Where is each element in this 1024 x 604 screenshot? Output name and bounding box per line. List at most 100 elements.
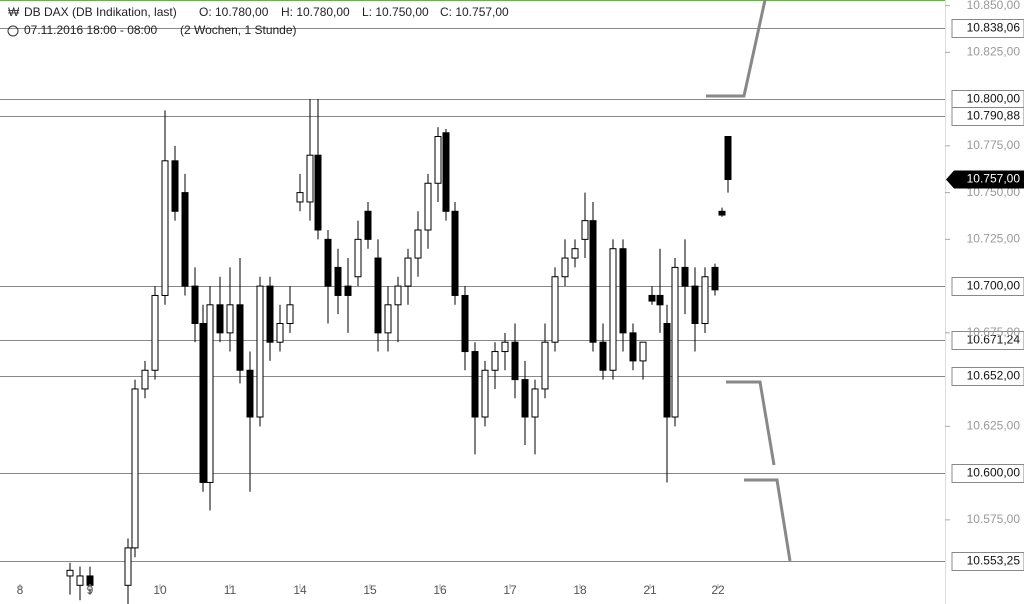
header: ₩ DB DAX (DB Indikation, last) O: 10.780… bbox=[7, 5, 509, 37]
candle-body bbox=[718, 210, 726, 216]
candle-body bbox=[216, 304, 224, 334]
quote-close: C: 10.757,00 bbox=[440, 5, 509, 19]
candle-body bbox=[141, 369, 149, 390]
level-label: 10.652,00 bbox=[967, 369, 1021, 383]
candle-body bbox=[199, 323, 207, 483]
candle-body bbox=[671, 266, 679, 418]
candle-body bbox=[256, 285, 264, 418]
candle-body bbox=[701, 276, 709, 325]
candle-body bbox=[451, 210, 459, 296]
candle-body bbox=[131, 388, 139, 549]
candle-body bbox=[724, 136, 732, 181]
candles bbox=[66, 99, 732, 604]
candle-body bbox=[541, 341, 549, 390]
candle-body bbox=[324, 238, 332, 287]
candle-body bbox=[314, 154, 322, 231]
candle-body bbox=[681, 266, 689, 287]
candle-body bbox=[374, 257, 382, 334]
quote-high: H: 10.780,00 bbox=[281, 5, 350, 19]
trend-annotation bbox=[706, 0, 767, 98]
candle-body bbox=[306, 154, 314, 203]
x-tick-label: 14 bbox=[293, 583, 307, 597]
level-label: 10.600,00 bbox=[967, 466, 1021, 480]
candle-body bbox=[639, 341, 647, 362]
level-label: 10.700,00 bbox=[967, 279, 1021, 293]
candle-body bbox=[334, 266, 342, 296]
candle-body bbox=[206, 304, 214, 483]
candle-body bbox=[66, 569, 74, 577]
candle-body bbox=[511, 341, 519, 381]
candle-body bbox=[471, 351, 479, 418]
candle-body bbox=[151, 294, 159, 371]
candle-body bbox=[531, 388, 539, 418]
candle-body bbox=[629, 332, 637, 362]
x-tick-label: 21 bbox=[643, 583, 657, 597]
y-tick-label: 10.675,00 bbox=[967, 325, 1021, 339]
candle-body bbox=[691, 285, 699, 325]
x-tick-label: 10 bbox=[153, 583, 167, 597]
candle-body bbox=[656, 294, 664, 306]
icon: ₩ bbox=[8, 5, 20, 19]
candle-body bbox=[76, 575, 84, 586]
last-price-label: 10.757,00 bbox=[967, 172, 1021, 186]
clock-icon bbox=[7, 25, 19, 37]
x-tick-label: 18 bbox=[573, 583, 587, 597]
candle-body bbox=[296, 192, 304, 203]
x-tick-label: 17 bbox=[503, 583, 517, 597]
candle-body bbox=[501, 341, 509, 353]
level-label: 10.800,00 bbox=[967, 92, 1021, 106]
candle-body bbox=[561, 257, 569, 278]
candle-body bbox=[236, 304, 244, 371]
candle-body bbox=[124, 547, 132, 586]
candle-body bbox=[521, 379, 529, 418]
x-tick-label: 22 bbox=[711, 583, 725, 597]
candle-body bbox=[344, 285, 352, 296]
candle-body bbox=[384, 304, 392, 334]
level-box bbox=[951, 107, 1024, 126]
quote-low: L: 10.750,00 bbox=[362, 5, 429, 19]
y-tick-label: 10.725,00 bbox=[967, 232, 1021, 246]
candle-body bbox=[246, 369, 254, 418]
period: 07.11.2016 18:00 - 08:00 bbox=[24, 23, 158, 37]
y-tick-label: 10.625,00 bbox=[967, 419, 1021, 433]
level-label: 10.553,25 bbox=[967, 554, 1021, 568]
candle-body bbox=[589, 220, 597, 343]
candle-body bbox=[404, 257, 412, 287]
candle-body bbox=[394, 285, 402, 306]
candle-body bbox=[491, 351, 499, 371]
x-tick-label: 15 bbox=[363, 583, 377, 597]
level-label: 10.790,88 bbox=[967, 109, 1021, 123]
x-tick-label: 11 bbox=[224, 583, 237, 597]
candle-body bbox=[663, 323, 671, 418]
candle-body bbox=[364, 210, 372, 240]
candle-body bbox=[286, 304, 294, 325]
level-label: 10.838,06 bbox=[967, 21, 1021, 35]
candle-body bbox=[226, 304, 234, 334]
level-box bbox=[951, 19, 1024, 38]
level-box bbox=[951, 277, 1024, 296]
y-tick-label: 10.850,00 bbox=[967, 0, 1021, 12]
candle-body bbox=[354, 238, 362, 278]
candle-body bbox=[424, 182, 432, 231]
level-box bbox=[951, 464, 1024, 483]
candle-body bbox=[434, 136, 442, 184]
candle-body bbox=[442, 132, 450, 212]
candle-body bbox=[171, 160, 179, 212]
candle-body bbox=[619, 248, 627, 334]
y-tick-label: 10.775,00 bbox=[967, 138, 1021, 152]
candle-body bbox=[609, 248, 617, 371]
candle-body bbox=[461, 294, 469, 353]
x-tick-label: 9 bbox=[87, 583, 94, 597]
y-tick-label: 10.825,00 bbox=[967, 45, 1021, 59]
candle-body bbox=[191, 285, 199, 325]
level-label: 10.671,24 bbox=[967, 333, 1021, 347]
candle-body bbox=[581, 220, 589, 240]
candle-body bbox=[161, 160, 169, 296]
level-box bbox=[951, 331, 1024, 350]
candle-body bbox=[648, 294, 656, 302]
y-tick-label: 10.575,00 bbox=[967, 512, 1021, 526]
x-tick-label: 16 bbox=[433, 583, 447, 597]
levels: 10.838,06 10.800,00 10.790,88 10.700,00 10.6… bbox=[0, 19, 1024, 571]
quote-open: O: 10.780,00 bbox=[199, 5, 269, 19]
